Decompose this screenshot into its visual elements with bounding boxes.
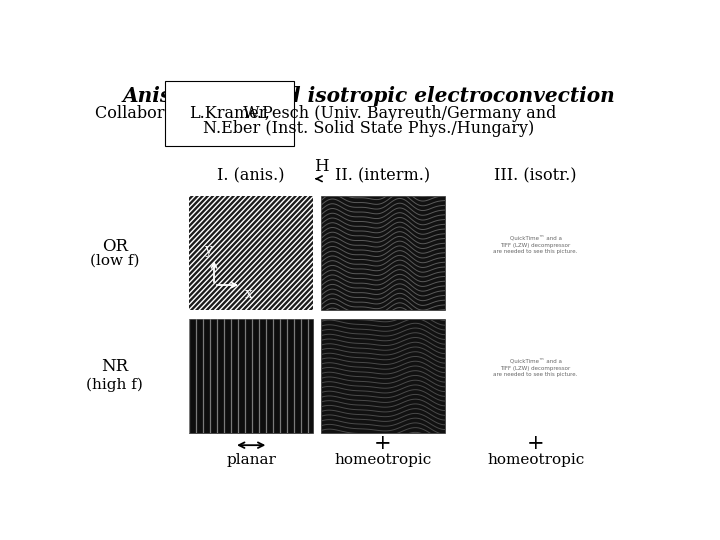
Text: x: x: [245, 287, 253, 301]
Text: W.Pesch (Univ. Bayreuth/Germany and: W.Pesch (Univ. Bayreuth/Germany and: [238, 105, 557, 122]
Text: (low f): (low f): [90, 253, 140, 267]
Bar: [189, 195, 313, 309]
Text: III. (isotr.): III. (isotr.): [495, 167, 577, 184]
Text: homeotropic: homeotropic: [334, 453, 431, 467]
Text: NR: NR: [102, 358, 128, 375]
Text: y: y: [204, 244, 212, 257]
Text: +: +: [374, 434, 392, 453]
Text: II. (interm.): II. (interm.): [336, 167, 431, 184]
Text: QuickTime™ and a
TIFF (LZW) decompressor
are needed to see this picture.: QuickTime™ and a TIFF (LZW) decompressor…: [493, 359, 578, 377]
Text: L.Kramer,: L.Kramer,: [189, 105, 270, 122]
Text: Collaborators:: Collaborators:: [96, 105, 222, 122]
Text: (high f): (high f): [86, 378, 143, 393]
Text: QuickTime™ and a
TIFF (LZW) decompressor
are needed to see this picture.: QuickTime™ and a TIFF (LZW) decompressor…: [493, 235, 578, 254]
Text: homeotropic: homeotropic: [487, 453, 584, 467]
Bar: [189, 319, 313, 433]
Bar: [321, 195, 445, 309]
Text: I. (anis.): I. (anis.): [217, 167, 285, 184]
Text: N.Eber (Inst. Solid State Phys./Hungary): N.Eber (Inst. Solid State Phys./Hungary): [203, 120, 535, 137]
Text: +: +: [527, 434, 544, 453]
Text: Anisotropic and isotropic electroconvection: Anisotropic and isotropic electroconvect…: [122, 86, 616, 106]
Bar: [321, 319, 445, 433]
Text: OR: OR: [102, 238, 128, 255]
Text: H: H: [314, 158, 328, 175]
Text: planar: planar: [226, 453, 276, 467]
